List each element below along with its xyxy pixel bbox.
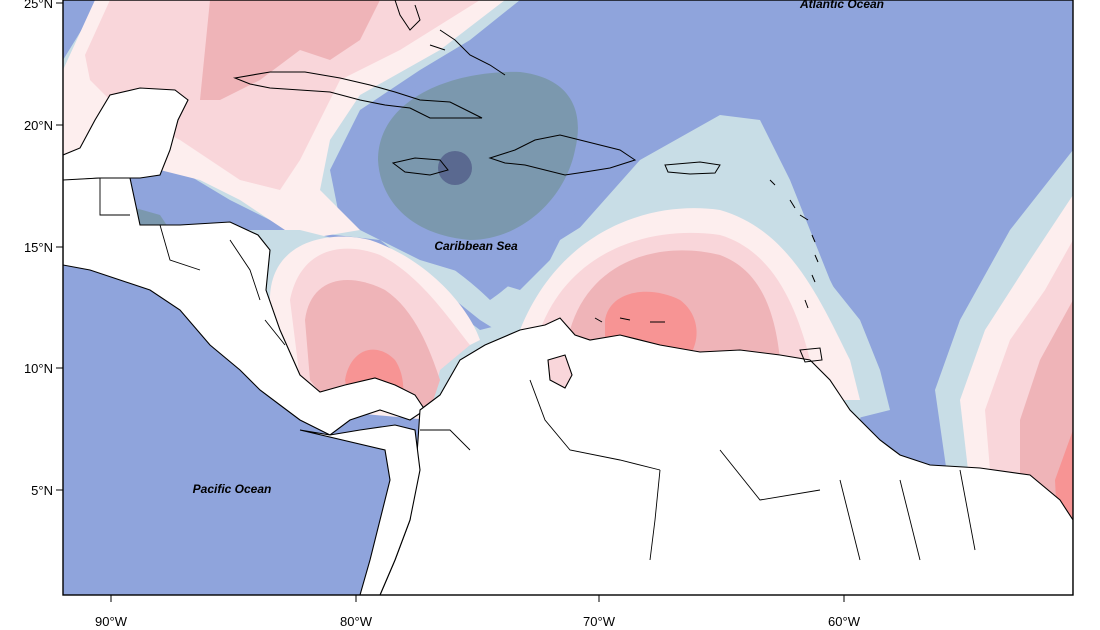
label-atlantic-ocean: Atlantic Ocean — [799, 0, 884, 11]
contour-central-pink — [305, 280, 440, 410]
contour-field — [63, 0, 1073, 595]
y-tick-25: 25°N — [24, 0, 53, 11]
x-tick-80w: 80°W — [340, 614, 373, 629]
borders-central-america — [99, 178, 286, 346]
borders-south-america — [420, 379, 976, 561]
island-lesser-antilles — [769, 179, 819, 309]
contour-nw-lightpink — [85, 0, 480, 190]
land-central-america — [63, 177, 426, 436]
island-bahamas — [429, 29, 506, 76]
island-trinidad — [799, 347, 823, 363]
island-puerto-rico — [664, 161, 721, 175]
island-abc — [594, 317, 665, 323]
island-cuba — [232, 71, 483, 119]
label-pacific-ocean: Pacific Ocean — [193, 482, 272, 496]
y-axis: 25°N 20°N 15°N 10°N 5°N — [24, 0, 63, 498]
x-tick-60w: 60°W — [828, 614, 861, 629]
x-tick-90w: 90°W — [95, 614, 128, 629]
plot-frame — [62, 0, 1074, 596]
y-tick-15: 15°N — [24, 240, 53, 255]
contour-carib-dark — [438, 151, 472, 185]
x-axis: 90°W 80°W 70°W 60°W — [95, 595, 861, 629]
y-tick-20: 20°N — [24, 118, 53, 133]
x-tick-70w: 70°W — [583, 614, 616, 629]
island-hispaniola — [488, 134, 637, 176]
lake-maracaibo — [547, 354, 573, 389]
contour-nw-pink — [200, 0, 380, 100]
label-caribbean-sea: Caribbean Sea — [434, 239, 518, 253]
y-tick-10: 10°N — [24, 361, 53, 376]
contour-carib-slate — [378, 71, 578, 240]
land-colombia-pacific — [299, 424, 421, 595]
island-jamaica — [391, 157, 449, 176]
land-south-america — [379, 317, 1073, 595]
y-tick-5: 5°N — [31, 483, 53, 498]
island-florida-keys — [394, 0, 421, 31]
